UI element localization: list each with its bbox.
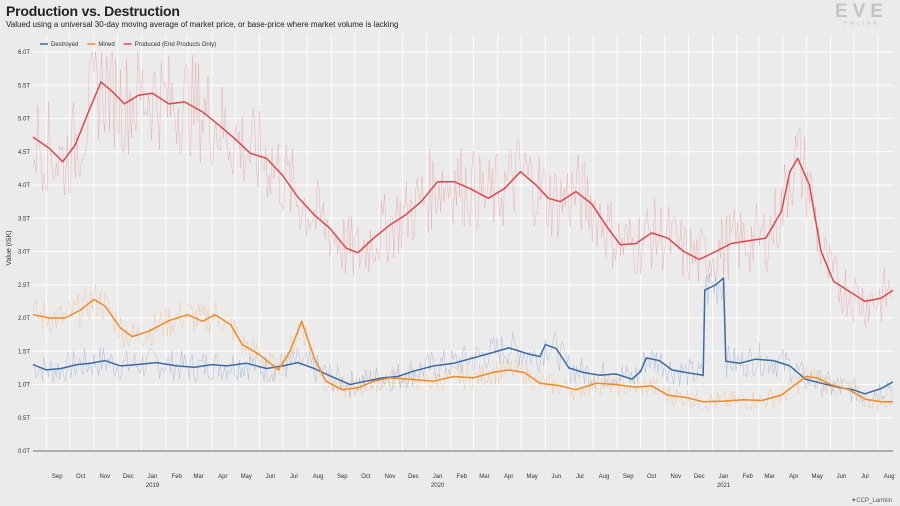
series-lines — [32, 81, 894, 403]
x-tick-label: May — [812, 474, 823, 480]
plot-background — [33, 34, 893, 462]
y-tick-label: 1.5T — [18, 349, 30, 355]
x-tick-label: Apr — [218, 474, 227, 480]
eve-online-logo: EVE ONLINE — [835, 2, 888, 27]
x-tick-label: Oct — [76, 474, 86, 480]
x-tick-label: Jul — [576, 474, 584, 480]
series-line-destroyed — [32, 277, 894, 395]
legend: Destroyed Mined Produced (End Products Onl… — [40, 42, 216, 48]
raw-line-produced — [32, 51, 893, 328]
x-tick-label: Dec — [123, 474, 134, 480]
x-tick-label: May — [526, 474, 537, 480]
x-tick-label: Aug — [599, 474, 610, 480]
y-tick-label: 6.0T — [18, 50, 30, 56]
x-tick-label: Mar — [193, 474, 203, 480]
x-year-label: 2019 — [146, 483, 160, 489]
credit-text: CCP_Larrikin — [856, 498, 892, 504]
x-tick-label: Dec — [408, 474, 419, 480]
chart-subtitle: Valued using a universal 30-day moving a… — [6, 20, 399, 29]
x-tick-label: Jun — [266, 474, 276, 480]
y-tick-label: 4.0T — [18, 183, 30, 189]
x-year-label: 2020 — [431, 483, 445, 489]
author-credit: ✦CCP_Larrikin — [851, 498, 892, 504]
x-tick-label: Feb — [172, 474, 183, 480]
x-tick-label: Feb — [743, 474, 754, 480]
y-tick-label: 5.5T — [18, 83, 30, 89]
y-axis-label: Value (ISK) — [6, 230, 13, 265]
y-tick-label: 0.0T — [18, 449, 30, 455]
chart-title: Production vs. Destruction — [6, 3, 180, 19]
y-tick-label: 0.5T — [18, 416, 30, 422]
y-axis-ticks: 0.0T 0.5T 1.0T 1.5T 2.0T 2.5T 3.0T 3.5T 4.0T 4.5T… — [18, 50, 30, 455]
x-tick-label: Apr — [504, 474, 513, 480]
x-tick-label: Jun — [837, 474, 847, 480]
y-tick-label: 1.0T — [18, 383, 30, 389]
y-tick-label: 5.0T — [18, 117, 30, 123]
x-tick-label: Mar — [479, 474, 489, 480]
x-tick-label: Jan — [148, 474, 158, 480]
x-tick-label: Sep — [623, 474, 634, 480]
x-tick-label: Aug — [313, 474, 324, 480]
x-tick-label: Oct — [647, 474, 657, 480]
x-tick-label: Mar — [764, 474, 774, 480]
x-tick-label: Aug — [884, 474, 895, 480]
legend-label-mined: Mined — [98, 42, 114, 48]
series-line-mined — [32, 298, 893, 403]
x-tick-label: Jul — [861, 474, 869, 480]
x-tick-label: Apr — [789, 474, 798, 480]
x-tick-label: Sep — [52, 474, 63, 480]
y-tick-label: 3.5T — [18, 216, 30, 222]
x-tick-label: Jan — [719, 474, 729, 480]
x-year-label: 2021 — [717, 483, 731, 489]
x-axis-ticks: Sep Oct Nov Dec Jan Feb Mar Apr May Jun Jul Aug Sep O… — [52, 474, 895, 489]
series-line-produced — [32, 81, 894, 303]
x-tick-label: Jul — [290, 474, 298, 480]
x-tick-label: Nov — [385, 474, 396, 480]
y-tick-label: 2.5T — [18, 283, 30, 289]
x-tick-label: Sep — [337, 474, 348, 480]
x-tick-label: Jan — [433, 474, 443, 480]
x-tick-label: Oct — [361, 474, 371, 480]
x-tick-label: Nov — [671, 474, 682, 480]
legend-label-destroyed: Destroyed — [51, 42, 78, 48]
raw-line-mined — [32, 284, 893, 412]
y-tick-label: 4.5T — [18, 150, 30, 156]
x-tick-label: May — [241, 474, 252, 480]
logo-sub-text: ONLINE — [843, 21, 880, 27]
x-tick-label: Jun — [551, 474, 561, 480]
legend-label-produced: Produced (End Products Only) — [135, 42, 216, 48]
x-tick-label: Nov — [100, 474, 111, 480]
x-tick-label: Dec — [694, 474, 705, 480]
y-tick-label: 3.0T — [18, 250, 30, 256]
y-tick-label: 2.0T — [18, 316, 30, 322]
x-tick-label: Feb — [457, 474, 468, 480]
logo-main-text: EVE — [834, 1, 888, 22]
